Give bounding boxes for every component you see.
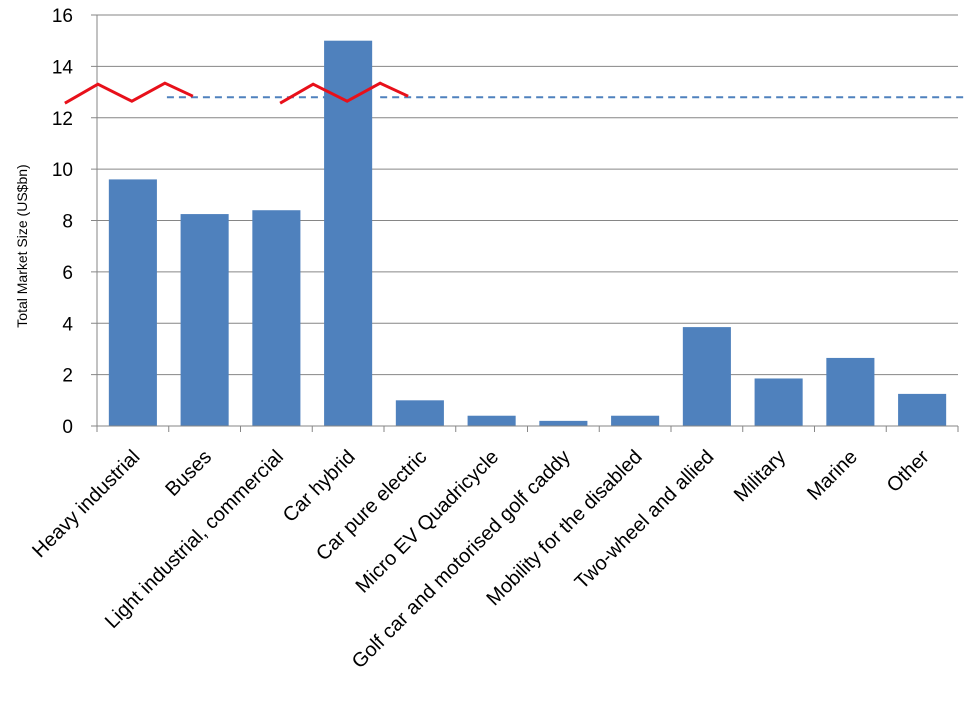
bar-2 xyxy=(252,210,301,426)
y-tick-label-2: 2 xyxy=(62,366,73,387)
bar-10 xyxy=(826,357,875,426)
bar-1 xyxy=(180,214,229,426)
y-tick-label-8: 8 xyxy=(62,212,73,233)
x-category-label-5: Micro EV Quadricycle xyxy=(352,446,504,598)
y-tick-label-4: 4 xyxy=(62,314,73,335)
x-category-label-1: Buses xyxy=(161,446,216,501)
gridlines xyxy=(97,14,958,376)
bar-5 xyxy=(467,415,516,426)
y-axis-title: Total Market Size (US$bn) xyxy=(14,164,30,327)
axis-break-marker-1 xyxy=(279,81,409,105)
bar-9 xyxy=(754,378,803,426)
bars xyxy=(108,40,947,426)
x-category-label-11: Other xyxy=(883,446,934,497)
bar-4 xyxy=(395,400,444,426)
y-tick-label-14: 14 xyxy=(52,57,74,78)
bar-6 xyxy=(539,420,588,426)
bar-3 xyxy=(324,40,373,426)
y-tick-label-16: 16 xyxy=(52,6,73,27)
x-category-label-8: Two-wheel and allied xyxy=(571,446,719,594)
bar-7 xyxy=(611,415,660,426)
y-tick-label-10: 10 xyxy=(52,160,73,181)
x-category-label-10: Marine xyxy=(803,446,862,505)
axis-break-marker-0 xyxy=(64,81,194,105)
x-category-label-9: Military xyxy=(730,446,790,506)
x-category-label-0: Heavy industrial xyxy=(28,446,144,562)
y-tick-label-6: 6 xyxy=(62,263,73,284)
axis-break-markers xyxy=(64,81,409,105)
y-tick-label-0: 0 xyxy=(62,417,73,438)
bar-11 xyxy=(898,393,947,426)
bar-8 xyxy=(682,327,731,426)
y-tick-label-12: 12 xyxy=(52,109,73,130)
y-tick-labels: 0 2 4 6 8 10 12 14 16 xyxy=(52,6,74,438)
bar-0 xyxy=(108,179,157,426)
